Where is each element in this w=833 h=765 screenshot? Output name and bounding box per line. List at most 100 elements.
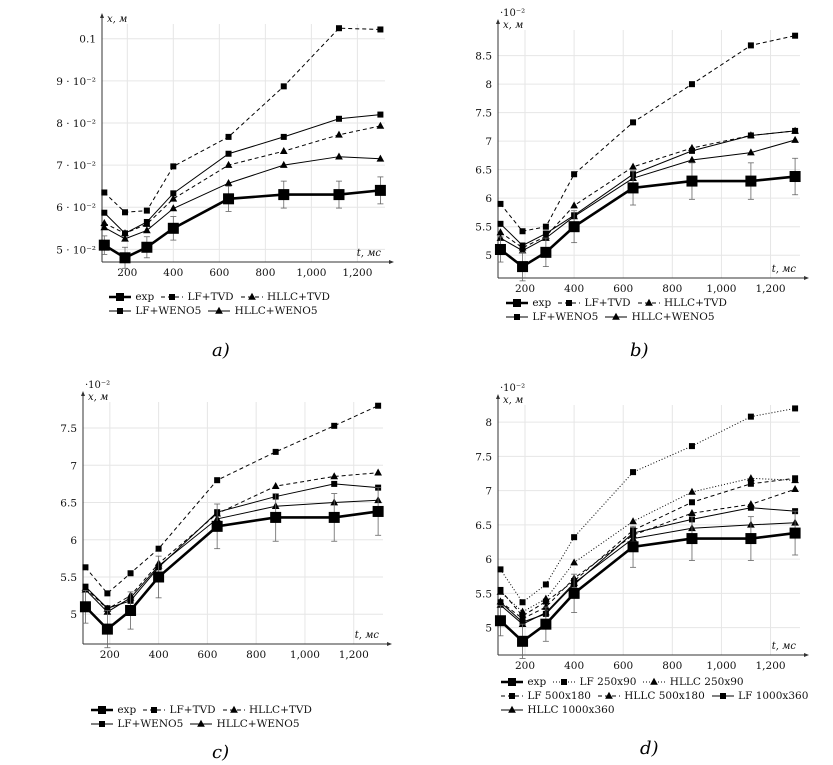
data-point [540, 618, 552, 630]
legend-row: exp LF 250x90 HLLC 250x90 [500, 675, 814, 689]
legend-marker-glyph [247, 292, 256, 300]
y-tick-label: 5 [485, 250, 492, 262]
legend-marker-glyph [508, 705, 516, 713]
data-point [519, 599, 526, 606]
series-hllc-weno5 [100, 152, 385, 242]
data-point [270, 511, 282, 523]
data-point [223, 193, 235, 205]
legend-row: LF+WENO5 HLLC+WENO5 [90, 717, 318, 731]
data-point [167, 222, 179, 234]
series-line [85, 472, 379, 610]
y-tick-label: 5.5 [60, 572, 77, 584]
data-point [688, 499, 695, 506]
y-exponent-label: ·10⁻² [500, 383, 525, 394]
legend-item: HLLC 1000x360 [500, 703, 615, 717]
y-tick-label: 8 [485, 79, 492, 91]
data-point [335, 130, 343, 138]
data-point [280, 133, 287, 140]
data-point [127, 570, 134, 577]
legend-marker-glyph [508, 678, 516, 686]
data-point [119, 252, 131, 264]
data-point [211, 520, 223, 532]
data-point [104, 590, 111, 597]
legend-marker-glyph [514, 314, 520, 320]
legend-marker-icon [240, 292, 263, 300]
series-line [85, 483, 379, 609]
legend-row: exp LF+TVD HLLC+TVD [108, 290, 336, 304]
data-point [333, 189, 345, 201]
legend-marker-icon [605, 312, 628, 320]
series-lf-500x180 [497, 475, 799, 619]
data-point [747, 504, 754, 511]
data-point [494, 243, 506, 255]
legend-row: exp LF+TVD HLLC+TVD [90, 703, 318, 717]
legend-marker-glyph [197, 719, 206, 727]
data-point [224, 179, 233, 187]
series-line [103, 114, 381, 234]
legend-label: LF+WENO5 [529, 311, 599, 323]
data-point [568, 587, 580, 599]
series-line [500, 139, 796, 252]
data-point [280, 83, 287, 90]
x-tick-label: 400 [163, 267, 183, 279]
x-tick-label: 800 [662, 660, 682, 672]
legend-item: HLLC 500x180 [597, 689, 705, 703]
series-lf-tvd [497, 32, 799, 235]
data-point [330, 472, 339, 480]
chart-panel-c: 200 400 600 800 1,000 1,200 5 5.5 6 6.5 7 7.5 t, мс x… [0, 380, 420, 765]
legend-marker-glyph [650, 677, 659, 685]
x-axis-label: t, мс [357, 248, 382, 259]
legend-label: exp [529, 297, 552, 309]
chart-d-svg: 200 400 600 800 1,000 1,200 5 5.5 6 6.5 7 7.5 8 t, мс… [475, 383, 809, 672]
y-tick-label: 6 [70, 535, 77, 547]
series-lf-weno5 [82, 480, 382, 612]
chart-b-caption: b) [630, 340, 649, 361]
legend-marker-glyph [116, 293, 124, 301]
x-tick-label: 800 [255, 267, 275, 279]
x-axis-arrow-icon [389, 260, 394, 264]
data-point [542, 230, 549, 237]
data-point [792, 475, 799, 482]
data-point [518, 607, 527, 615]
legend-item: LF 1000x360 [711, 689, 808, 703]
legend-marker-glyph [98, 706, 106, 714]
y-tick-label: 8.5 [475, 51, 492, 63]
x-axis-label: t, мс [772, 264, 797, 275]
x-tick-label: 200 [100, 649, 120, 661]
data-point [540, 246, 552, 258]
legend-item: exp [90, 703, 136, 717]
data-point [745, 533, 757, 545]
data-point [155, 545, 162, 552]
x-tick-label: 600 [209, 267, 229, 279]
series-lf-tvd [101, 25, 384, 216]
legend-marker-icon [501, 705, 523, 713]
data-point [170, 163, 177, 170]
legend-label: HLLC+TVD [245, 704, 312, 716]
y-axis-label: x, м [503, 395, 523, 406]
legend-label: LF+TVD [581, 297, 631, 309]
data-point [519, 242, 526, 249]
data-point [141, 241, 153, 253]
legend-label: exp [524, 676, 547, 688]
data-point [153, 571, 165, 583]
data-point [792, 405, 799, 412]
data-point [517, 261, 529, 273]
data-point [169, 204, 178, 212]
legend-label: HLLC+WENO5 [628, 311, 715, 323]
data-point [688, 147, 695, 154]
legend-item: LF 250x90 [552, 675, 636, 689]
data-point [686, 175, 698, 187]
data-point [496, 228, 505, 236]
data-point [747, 480, 754, 487]
data-point [101, 189, 108, 196]
series-exp [494, 157, 801, 282]
data-point [278, 189, 290, 201]
data-point [374, 184, 386, 196]
data-point [542, 598, 549, 605]
data-point [629, 162, 637, 170]
data-point [519, 228, 526, 235]
series-line [500, 477, 796, 617]
legend-item: exp [505, 296, 551, 310]
y-tick-label: 6.5 [475, 165, 492, 177]
chart-a-svg: 200 400 600 800 1,000 1,200 5 · 10⁻² 6 · 10⁻² 7 … [56, 13, 394, 279]
